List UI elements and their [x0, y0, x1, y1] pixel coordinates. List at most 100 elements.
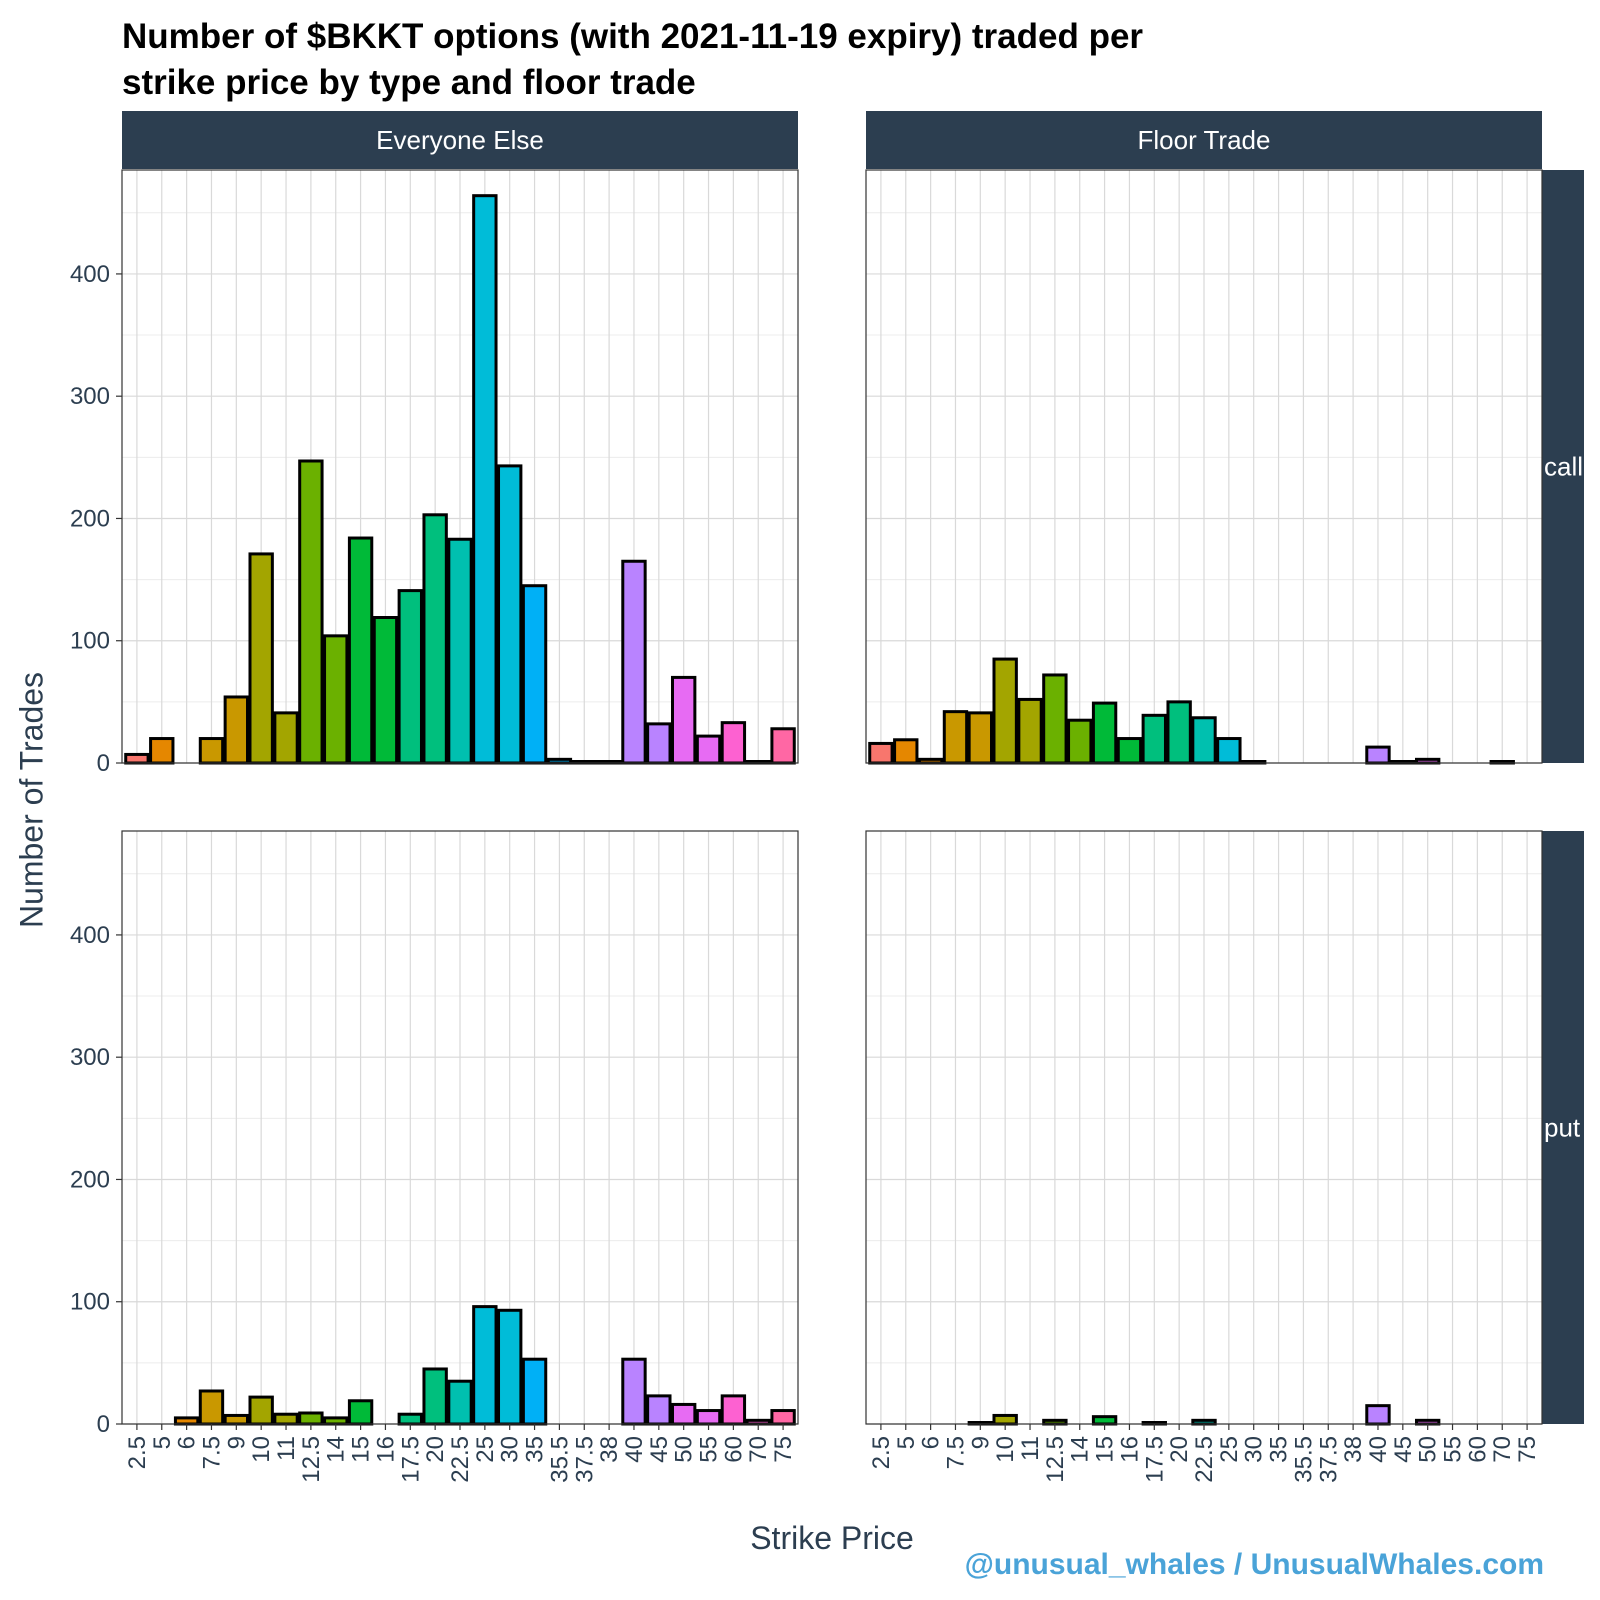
x-tick-label: 35.5: [1290, 1436, 1317, 1483]
x-tick-label: 75: [1514, 1436, 1541, 1463]
bar: [447, 537, 473, 765]
bar: [1216, 737, 1242, 765]
bar: [372, 616, 399, 765]
x-tick-label: 5: [149, 1436, 176, 1449]
bar: [1365, 1404, 1391, 1426]
x-tick-label: 10: [992, 1436, 1019, 1463]
x-tick-label: 5: [893, 1436, 920, 1449]
x-tick-label: 40: [1365, 1436, 1392, 1463]
chart-title-line-2: strike price by type and floor trade: [122, 63, 696, 102]
x-tick-label: 15: [1092, 1436, 1119, 1463]
x-tick-label: 9: [223, 1436, 250, 1449]
bar: [198, 1389, 225, 1426]
facet-strip-label: put: [1544, 1113, 1581, 1143]
y-tick-label: 0: [97, 750, 110, 777]
bar: [472, 194, 498, 765]
panel-border: [121, 169, 799, 764]
chart-title: Number of $BKKT options (with 2021-11-19…: [122, 14, 1422, 106]
bar: [720, 721, 747, 765]
x-tick-label: 38: [1340, 1436, 1367, 1463]
facet-strip-label: Floor Trade: [1138, 125, 1271, 155]
bar: [1166, 700, 1192, 765]
x-tick-label: 25: [472, 1436, 499, 1463]
bar: [223, 695, 250, 765]
y-tick-label: 100: [70, 1289, 110, 1316]
bar: [720, 1394, 747, 1426]
x-tick-label: 35: [1266, 1436, 1293, 1463]
x-tick-label: 17.5: [397, 1436, 424, 1483]
bar: [472, 1305, 498, 1426]
x-tick-label: 16: [1116, 1436, 1143, 1463]
bar: [497, 464, 523, 765]
x-tick-label: 70: [745, 1436, 772, 1463]
x-tick-label: 22.5: [1191, 1436, 1218, 1483]
x-tick-label: 60: [1464, 1436, 1491, 1463]
x-tick-label: 50: [1415, 1436, 1442, 1463]
y-tick-label: 200: [70, 505, 110, 532]
x-tick-label: 12.5: [298, 1436, 325, 1483]
x-tick-label: 25: [1216, 1436, 1243, 1463]
facet-strip-put: [1542, 831, 1584, 1424]
x-tick-label: 14: [323, 1436, 350, 1463]
bar: [1091, 1415, 1118, 1426]
x-tick-label: 9: [967, 1436, 994, 1449]
bar: [670, 1402, 697, 1426]
bar: [1191, 716, 1217, 765]
x-tick-label: 11: [273, 1436, 300, 1461]
y-tick-label: 300: [70, 383, 110, 410]
x-tick-label: 40: [621, 1436, 648, 1463]
bar: [992, 1413, 1018, 1426]
bar: [695, 1409, 722, 1426]
x-tick-label: 30: [1241, 1436, 1268, 1463]
x-tick-label: 2.5: [124, 1436, 151, 1469]
bar: [1365, 745, 1391, 765]
bar: [1067, 718, 1093, 765]
bar: [397, 589, 423, 765]
bar: [298, 459, 324, 765]
x-tick-label: 11: [1017, 1436, 1044, 1461]
x-tick-label: 75: [770, 1436, 797, 1463]
x-tick-label: 22.5: [447, 1436, 474, 1483]
bar: [323, 1416, 349, 1426]
bar: [323, 634, 349, 765]
bar: [521, 584, 548, 765]
x-tick-label: 45: [1390, 1436, 1417, 1463]
x-tick-label: 20: [422, 1436, 449, 1463]
panel-border: [865, 169, 1543, 764]
bar: [422, 513, 448, 765]
y-tick-label: 300: [70, 1044, 110, 1071]
bar: [248, 552, 274, 765]
bar: [273, 711, 299, 765]
facet-strip-label: Everyone Else: [376, 125, 544, 155]
x-tick-label: 15: [348, 1436, 375, 1463]
x-tick-label: 35: [522, 1436, 549, 1463]
bar: [1141, 713, 1167, 765]
x-tick-label: 37.5: [571, 1436, 598, 1483]
x-tick-label: 12.5: [1042, 1436, 1069, 1483]
bar: [992, 657, 1018, 765]
bar: [149, 737, 175, 765]
x-tick-label: 7.5: [942, 1436, 969, 1469]
bar: [770, 1409, 796, 1426]
x-tick-label: 45: [646, 1436, 673, 1463]
y-tick-label: 100: [70, 628, 110, 655]
bar: [198, 737, 225, 765]
x-tick-label: 14: [1067, 1436, 1094, 1463]
x-tick-label: 38: [596, 1436, 623, 1463]
bar: [893, 738, 919, 765]
facet-strip-label: call: [1544, 452, 1583, 482]
bar: [695, 734, 722, 765]
x-tick-label: 35.5: [546, 1436, 573, 1483]
x-tick-label: 2.5: [868, 1436, 895, 1469]
x-tick-label: 37.5: [1315, 1436, 1342, 1483]
bar: [497, 1308, 523, 1426]
x-tick-label: 17.5: [1141, 1436, 1168, 1483]
x-tick-label: 30: [497, 1436, 524, 1463]
bar: [1116, 737, 1143, 765]
facet-strip-everyone-else: [122, 111, 798, 169]
x-tick-label: 55: [1440, 1436, 1467, 1463]
facet-strip-call: [1542, 170, 1584, 763]
y-tick-label: 400: [70, 261, 110, 288]
bar: [223, 1413, 250, 1426]
